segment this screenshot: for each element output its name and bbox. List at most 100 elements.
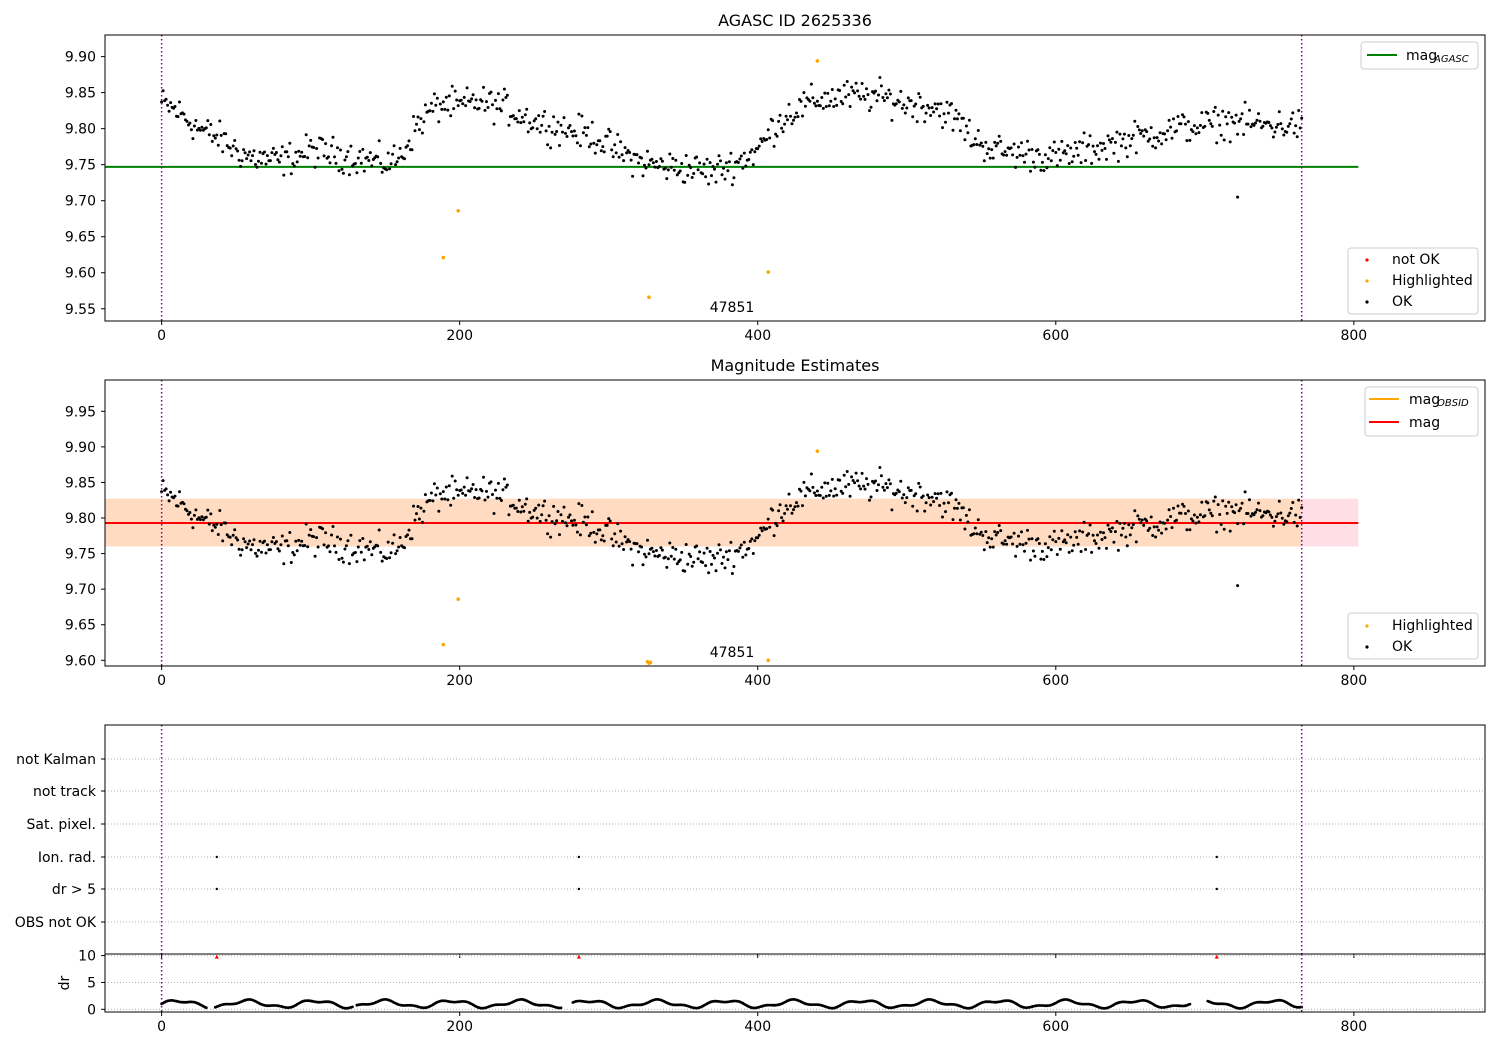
ok-point — [914, 492, 918, 496]
ok-point — [705, 546, 709, 550]
ok-point — [1091, 144, 1095, 148]
ok-point — [966, 131, 970, 135]
ok-point — [918, 485, 922, 489]
ok-point — [884, 482, 888, 486]
ok-point — [1121, 526, 1125, 530]
ok-point — [586, 515, 590, 519]
ok-point — [651, 161, 655, 165]
ok-point — [765, 138, 769, 141]
ok-point — [1167, 508, 1171, 512]
ok-point — [380, 170, 384, 174]
ok-point — [347, 173, 351, 177]
ok-point — [1058, 158, 1062, 162]
ok-point — [188, 511, 192, 514]
ok-point — [726, 558, 730, 562]
ok-point — [280, 534, 284, 538]
flag-category-label: Ion. rad. — [38, 850, 96, 866]
ok-point — [1067, 162, 1071, 165]
x-tick-label: 200 — [446, 328, 473, 344]
ok-point — [498, 107, 502, 111]
ok-point — [894, 102, 898, 106]
ok-point — [331, 525, 335, 528]
ok-point — [504, 485, 508, 489]
ok-point — [461, 491, 465, 495]
ok-point — [389, 551, 393, 555]
ok-point — [1215, 530, 1219, 534]
highlighted-point — [456, 597, 460, 601]
ok-point — [182, 112, 186, 116]
agasc-legend-top: mag AGASC — [1360, 41, 1479, 70]
ok-point — [271, 536, 275, 539]
ok-point — [417, 517, 421, 521]
ok-point — [553, 132, 557, 136]
ok-point — [1203, 124, 1207, 128]
ok-point — [799, 99, 803, 103]
ok-point — [760, 140, 764, 143]
ok-point — [1090, 161, 1094, 165]
ok-point — [772, 144, 776, 148]
ok-point — [981, 534, 985, 537]
ok-point — [736, 549, 740, 553]
ok-point — [1184, 512, 1187, 515]
ok-point — [774, 521, 778, 525]
ok-point — [787, 492, 791, 496]
ok-point — [1097, 546, 1101, 550]
ok-point — [963, 527, 967, 531]
ok-point — [598, 528, 602, 532]
ok-point — [1164, 138, 1168, 142]
ok-point — [1002, 542, 1006, 546]
ok-point — [571, 134, 575, 138]
ok-point — [407, 528, 411, 532]
ok-point — [1181, 502, 1184, 506]
ok-point — [1054, 151, 1058, 154]
ok-point — [282, 173, 286, 177]
ok-point — [690, 564, 694, 568]
ok-point — [1122, 132, 1126, 136]
ok-point — [309, 138, 313, 142]
ok-point — [875, 489, 879, 492]
ok-point — [355, 171, 359, 175]
ok-point — [933, 102, 937, 106]
ok-point — [1082, 131, 1086, 135]
ok-point — [306, 156, 310, 160]
ok-point — [449, 503, 453, 507]
ok-point — [863, 97, 867, 101]
ok-point — [887, 478, 891, 482]
ok-point — [1149, 515, 1153, 519]
ok-point — [877, 483, 880, 487]
ok-point — [832, 105, 836, 108]
dr-axes-frame — [104, 953, 1486, 1013]
ok-point — [716, 551, 719, 555]
ok-point — [586, 126, 590, 130]
ok-point — [848, 105, 852, 108]
ok-point — [412, 504, 415, 508]
agasc-data-layer — [105, 59, 1359, 300]
ok-point — [1039, 557, 1043, 561]
ok-point — [221, 539, 225, 543]
ok-point — [961, 116, 965, 120]
ok-point — [1191, 130, 1195, 134]
ok-point — [245, 546, 249, 550]
ok-point — [887, 88, 891, 92]
ok-point — [981, 144, 985, 148]
ok-point — [1152, 136, 1156, 140]
ok-point — [845, 80, 849, 83]
ok-point — [285, 150, 289, 154]
estimates-axes-frame — [104, 379, 1486, 667]
ok-point — [1009, 146, 1013, 150]
ok-point — [818, 104, 822, 108]
ok-point — [541, 114, 545, 118]
ok-point — [944, 120, 947, 124]
ok-point — [796, 115, 800, 119]
ok-point — [808, 99, 812, 103]
ok-point — [572, 129, 576, 133]
ok-point — [252, 538, 256, 542]
ok-point — [522, 509, 526, 513]
ok-point — [1255, 118, 1259, 122]
ok-point — [251, 154, 254, 158]
ok-point — [811, 96, 815, 100]
ok-point — [711, 165, 715, 168]
ok-point — [304, 522, 308, 526]
ok-point — [1058, 547, 1062, 551]
dr-point — [204, 1006, 208, 1010]
